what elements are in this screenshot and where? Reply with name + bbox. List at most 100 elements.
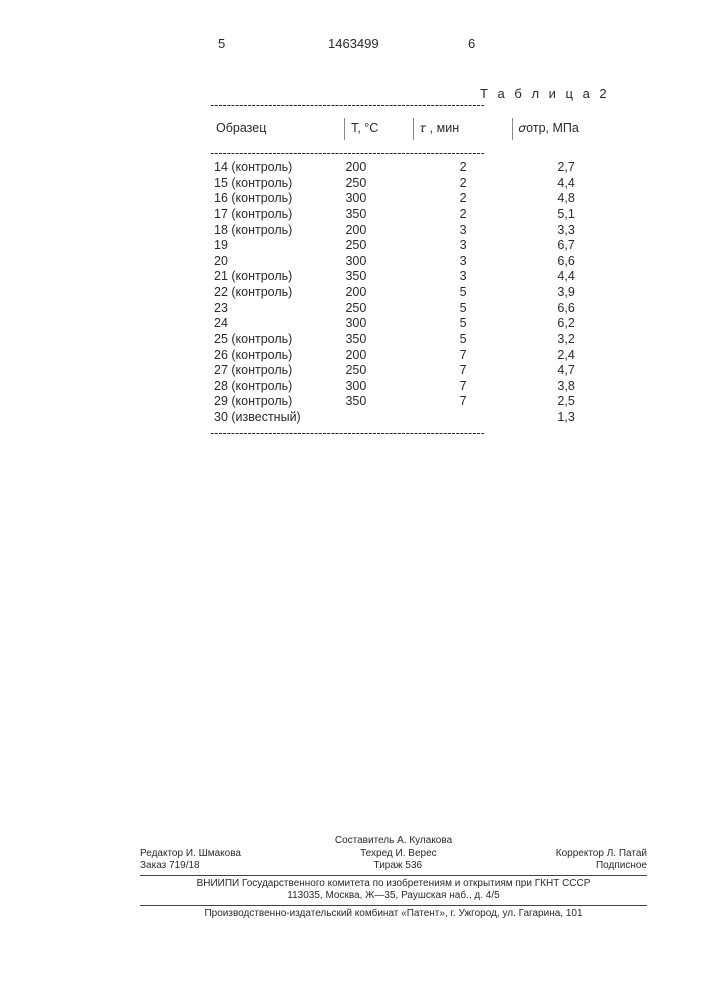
cell-sigma: 6,2 [512, 316, 620, 332]
cell-temp: 300 [341, 316, 414, 332]
cell-sigma: 1,3 [512, 410, 620, 426]
publisher-line-2: 113035, Москва, Ж—35, Раушская наб., д. … [140, 890, 647, 903]
cell-sigma: 2,7 [512, 160, 620, 176]
table-row: 22 (контроль)20053,9 [210, 285, 620, 301]
cell-temp: 200 [341, 223, 414, 239]
cell-temp: 300 [341, 379, 414, 395]
cell-tau: 2 [414, 207, 512, 223]
cell-tau: 2 [414, 191, 512, 207]
publisher-line-1: ВНИИПИ Государственного комитета по изоб… [140, 878, 647, 891]
cell-sample: 30 (известный) [210, 410, 341, 426]
cell-tau: 3 [414, 223, 512, 239]
page-col-right: 6 [468, 36, 475, 51]
cell-temp: 350 [341, 394, 414, 410]
cell-sample: 15 (контроль) [210, 176, 341, 192]
cell-tau: 2 [414, 160, 512, 176]
document-number: 1463499 [328, 36, 379, 51]
table-row: 25 (контроль)35053,2 [210, 332, 620, 348]
cell-tau: 7 [414, 394, 512, 410]
cell-sigma: 3,9 [512, 285, 620, 301]
cell-sample: 29 (контроль) [210, 394, 341, 410]
page-col-left: 5 [218, 36, 225, 51]
table-rule-mid: ----------------------------------------… [210, 146, 620, 160]
cell-temp: 200 [341, 348, 414, 364]
cell-temp: 250 [341, 238, 414, 254]
publisher-line-3: Производственно-издательский комбинат «П… [140, 908, 647, 921]
cell-tau: 5 [414, 301, 512, 317]
subscription: Подписное [596, 860, 647, 873]
cell-tau: 2 [414, 176, 512, 192]
table-row: 27 (контроль)25074,7 [210, 363, 620, 379]
cell-sample: 16 (контроль) [210, 191, 341, 207]
cell-tau: 5 [414, 332, 512, 348]
cell-sigma: 4,4 [512, 176, 620, 192]
imprint-footer: Составитель А. Кулакова Редактор И. Шмак… [140, 835, 647, 920]
corrector-name: Корректор Л. Патай [556, 848, 647, 861]
table-row: 2030036,6 [210, 254, 620, 270]
cell-tau: 3 [414, 254, 512, 270]
cell-temp: 350 [341, 332, 414, 348]
table-row: 2325056,6 [210, 301, 620, 317]
table-row: 14 (контроль)20022,7 [210, 160, 620, 176]
table-row: 26 (контроль)20072,4 [210, 348, 620, 364]
cell-sample: 19 [210, 238, 341, 254]
table-body: 14 (контроль)20022,715 (контроль)25024,4… [210, 160, 620, 426]
tirage: Тираж 536 [374, 860, 423, 873]
cell-sample: 22 (контроль) [210, 285, 341, 301]
tech-name: Техред И. Верес [360, 848, 437, 861]
cell-sigma: 6,7 [512, 238, 620, 254]
cell-sigma: 4,4 [512, 269, 620, 285]
cell-temp: 250 [341, 176, 414, 192]
cell-sigma: 6,6 [512, 254, 620, 270]
cell-temp: 200 [341, 285, 414, 301]
col-header-temp: Т, °С [351, 121, 378, 137]
cell-temp: 350 [341, 269, 414, 285]
cell-tau: 7 [414, 363, 512, 379]
cell-sample: 21 (контроль) [210, 269, 341, 285]
cell-sample: 28 (контроль) [210, 379, 341, 395]
cell-tau: 7 [414, 379, 512, 395]
cell-sample: 24 [210, 316, 341, 332]
cell-temp [341, 410, 414, 426]
cell-sigma: 4,7 [512, 363, 620, 379]
table-row: 18 (контроль)20033,3 [210, 223, 620, 239]
cell-sigma: 3,3 [512, 223, 620, 239]
cell-sample: 25 (контроль) [210, 332, 341, 348]
cell-temp: 300 [341, 191, 414, 207]
table-row: 16 (контроль)30024,8 [210, 191, 620, 207]
editor-name: Редактор И. Шмакова [140, 848, 241, 861]
table-row: 15 (контроль)25024,4 [210, 176, 620, 192]
data-table: ----------------------------------------… [210, 98, 620, 440]
cell-sigma: 2,5 [512, 394, 620, 410]
col-header-sample: Образец [210, 118, 344, 140]
order-number: Заказ 719/18 [140, 860, 200, 873]
cell-temp: 250 [341, 363, 414, 379]
table-row: 21 (контроль)35034,4 [210, 269, 620, 285]
cell-tau: 3 [414, 269, 512, 285]
table-row: 29 (контроль)35072,5 [210, 394, 620, 410]
table-row: 2430056,2 [210, 316, 620, 332]
table-rule-top: ----------------------------------------… [210, 98, 620, 112]
cell-sigma: 5,1 [512, 207, 620, 223]
cell-sample: 17 (контроль) [210, 207, 341, 223]
cell-sample: 26 (контроль) [210, 348, 341, 364]
cell-temp: 250 [341, 301, 414, 317]
cell-sigma: 6,6 [512, 301, 620, 317]
col-header-tau: 𝜏 , мин [420, 121, 459, 137]
cell-tau: 5 [414, 285, 512, 301]
cell-temp: 300 [341, 254, 414, 270]
cell-sigma: 2,4 [512, 348, 620, 364]
table-header-row: Образец Т, °С 𝜏 , мин 𝜎отр, МПа [210, 112, 620, 146]
cell-temp: 200 [341, 160, 414, 176]
cell-sample: 14 (контроль) [210, 160, 341, 176]
cell-tau: 3 [414, 238, 512, 254]
compiler-line: Составитель А. Кулакова [140, 835, 647, 848]
cell-sample: 27 (контроль) [210, 363, 341, 379]
cell-tau: 5 [414, 316, 512, 332]
cell-sigma: 3,8 [512, 379, 620, 395]
cell-sample: 23 [210, 301, 341, 317]
cell-tau [414, 410, 512, 426]
table-rule-bottom: ----------------------------------------… [210, 426, 620, 440]
cell-temp: 350 [341, 207, 414, 223]
table-row: 17 (контроль)35025,1 [210, 207, 620, 223]
